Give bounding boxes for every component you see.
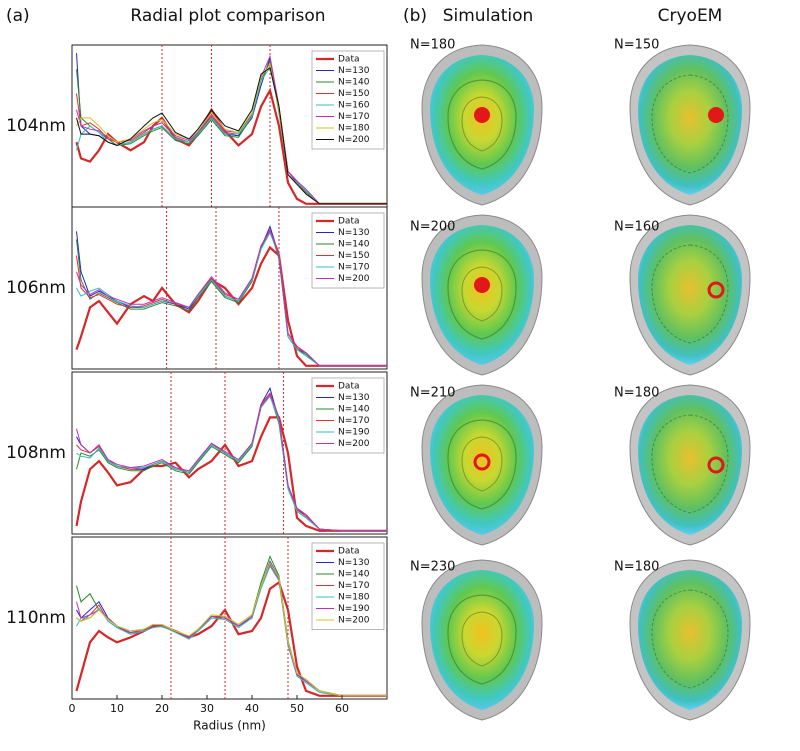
image-label: N=180 — [410, 38, 455, 53]
x-tick-label: 20 — [155, 702, 169, 715]
chart-title: 106nm — [6, 278, 66, 298]
legend — [311, 50, 385, 150]
legend-label: N=140 — [338, 570, 370, 580]
legend-label: N=200 — [338, 616, 370, 626]
image-label: N=150 — [614, 38, 659, 53]
legend-label: N=160 — [338, 101, 370, 111]
legend-label: N=170 — [338, 263, 370, 273]
x-tick-label: 0 — [69, 702, 76, 715]
series-line — [76, 228, 387, 367]
core — [473, 453, 491, 471]
legend-label: N=150 — [338, 89, 370, 99]
legend-label: N=170 — [338, 416, 370, 426]
column-title: CryoEM — [658, 6, 723, 26]
legend-label: N=190 — [338, 428, 370, 438]
column-title: Simulation — [443, 6, 534, 26]
series-line — [76, 54, 387, 205]
series-line — [76, 561, 387, 697]
simulation-map — [421, 559, 543, 721]
legend — [311, 377, 385, 454]
legend-label: Data — [338, 55, 360, 65]
legend-label: N=130 — [338, 228, 370, 238]
image-label: N=230 — [410, 560, 455, 575]
legend-label: N=200 — [338, 135, 370, 145]
legend-label: N=180 — [338, 124, 370, 134]
cryoem-map — [629, 559, 751, 721]
panel-title: Radial plot comparison — [130, 6, 325, 26]
core — [707, 456, 725, 474]
cryoem-map — [629, 214, 751, 376]
x-tick-label: 30 — [200, 702, 214, 715]
image-label: N=200 — [410, 220, 455, 235]
legend-label: N=130 — [338, 393, 370, 403]
legend — [311, 212, 385, 289]
series-line — [76, 395, 387, 532]
simulation-map — [421, 384, 543, 546]
legend-label: N=200 — [338, 439, 370, 449]
legend-label: Data — [338, 382, 360, 392]
x-tick-label: 50 — [290, 702, 304, 715]
chart-title: 110nm — [6, 608, 66, 628]
x-axis-label: Radius (nm) — [193, 719, 266, 733]
cryoem-map — [629, 44, 751, 206]
simulation-map — [421, 44, 543, 206]
series-line — [76, 66, 387, 205]
series-line — [75, 580, 387, 697]
x-tick-label: 40 — [245, 702, 259, 715]
legend — [311, 542, 385, 630]
legend-label: N=190 — [338, 604, 370, 614]
core — [474, 277, 490, 293]
image-label: N=180 — [614, 386, 659, 401]
chart-title: 104nm — [6, 116, 66, 136]
legend-label: N=130 — [338, 558, 370, 568]
panel-label: (a) — [6, 6, 30, 26]
legend-label: N=140 — [338, 78, 370, 88]
core — [707, 281, 725, 299]
cryoem-map — [629, 384, 751, 546]
legend-label: N=200 — [338, 274, 370, 284]
legend-label: N=180 — [338, 593, 370, 603]
image-label: N=210 — [410, 386, 455, 401]
core — [474, 107, 490, 123]
series-line — [76, 231, 387, 367]
legend-label: N=150 — [338, 251, 370, 261]
legend-label: N=130 — [338, 66, 370, 76]
legend-label: N=170 — [338, 581, 370, 591]
simulation-map — [421, 214, 543, 376]
series-line — [75, 245, 387, 367]
panel-label: (b) — [403, 6, 427, 26]
image-label: N=160 — [614, 220, 659, 235]
series-line — [76, 393, 387, 532]
legend-label: N=140 — [338, 240, 370, 250]
chart-title: 108nm — [6, 443, 66, 463]
legend-label: N=140 — [338, 405, 370, 415]
legend-label: Data — [338, 217, 360, 227]
legend-label: N=170 — [338, 112, 370, 122]
image-label: N=180 — [614, 560, 659, 575]
x-tick-label: 60 — [335, 702, 349, 715]
legend-label: Data — [338, 547, 360, 557]
core — [708, 107, 724, 123]
x-tick-label: 10 — [110, 702, 124, 715]
